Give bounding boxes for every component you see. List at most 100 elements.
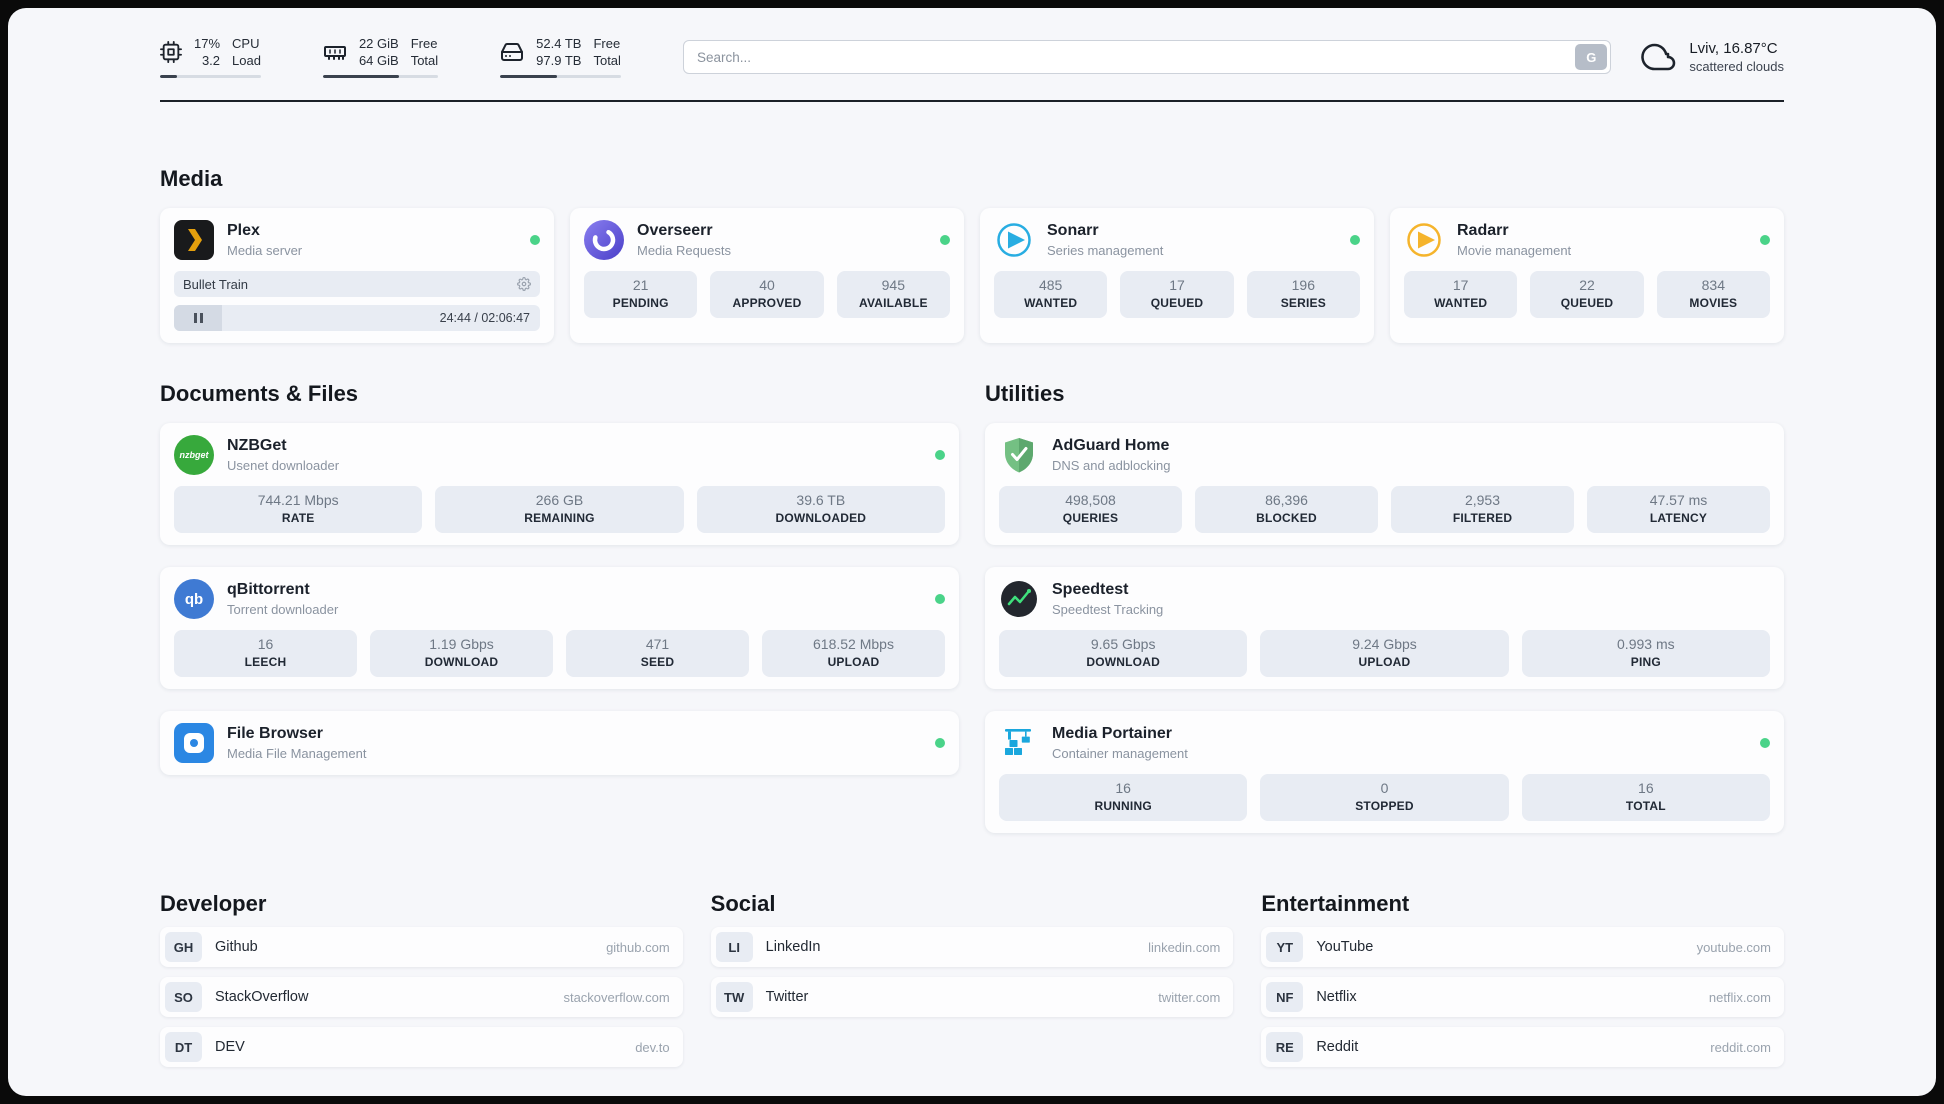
link-reddit[interactable]: RE Reddit reddit.com: [1261, 1027, 1784, 1067]
portainer-stat-total: 16 TOTAL: [1521, 774, 1770, 821]
developer-column: Developer GH Github github.com SO StackO…: [160, 891, 683, 1067]
disk-icon: [500, 40, 524, 64]
stat-value: 9.24 Gbps: [1352, 636, 1417, 652]
adguard-subtitle: DNS and adblocking: [1052, 458, 1171, 473]
cpu-icon: [160, 41, 182, 63]
nzbget-stat-downloaded: 39.6 TB DOWNLOADED: [696, 486, 945, 533]
linkedin-icon: LI: [715, 932, 753, 962]
qbittorrent-status-dot: [935, 594, 945, 604]
portainer-status-dot: [1760, 738, 1770, 748]
link-twitter[interactable]: TW Twitter twitter.com: [710, 977, 1234, 1017]
disk-free-value: 52.4 TB: [536, 36, 582, 51]
adguard-stat-queries: 498,508 QUERIES: [999, 486, 1182, 533]
link-url: youtube.com: [1696, 939, 1771, 955]
portainer-stat-stopped: 0 STOPPED: [1260, 774, 1509, 821]
speedtest-icon: [999, 579, 1039, 619]
speedtest-name: Speedtest: [1052, 581, 1129, 598]
portainer-subtitle: Container management: [1052, 746, 1188, 761]
stat-label: WANTED: [1434, 296, 1488, 310]
stat-value: 196: [1291, 277, 1315, 293]
disk-total-value: 97.9 TB: [536, 53, 582, 68]
disk-usage-bar: [500, 75, 621, 78]
qbittorrent-stat-seed: 471 SEED: [566, 630, 749, 677]
link-github[interactable]: GH Github github.com: [160, 927, 683, 967]
stat-value: 618.52 Mbps: [813, 636, 894, 652]
disk-label-bottom: Total: [593, 53, 621, 68]
search-input[interactable]: [682, 40, 1612, 74]
speedtest-card[interactable]: Speedtest Speedtest Tracking 9.65 Gbps D…: [985, 567, 1784, 689]
plex-card[interactable]: Plex Media server Bullet Train 24:44 / 0…: [160, 208, 554, 343]
radarr-stat-queued: 22 QUEUED: [1530, 271, 1644, 318]
overseerr-stat-available: 945 AVAILABLE: [836, 271, 950, 318]
speedtest-subtitle: Speedtest Tracking: [1052, 602, 1164, 617]
sonarr-stat-series: 196 SERIES: [1246, 271, 1360, 318]
stat-value: 22: [1579, 277, 1595, 293]
qbittorrent-stat-download: 1.19 Gbps DOWNLOAD: [370, 630, 553, 677]
qbittorrent-name: qBittorrent: [227, 581, 310, 598]
sonarr-card[interactable]: Sonarr Series management 485 WANTED 17 Q…: [980, 208, 1374, 343]
link-linkedin[interactable]: LI LinkedIn linkedin.com: [710, 927, 1234, 967]
github-icon: GH: [165, 932, 202, 962]
qbittorrent-card[interactable]: qb qBittorrent Torrent downloader 16 LEE…: [160, 567, 959, 689]
stat-value: 40: [759, 277, 775, 293]
stat-label: FILTERED: [1452, 511, 1513, 525]
overseerr-card[interactable]: Overseerr Media Requests 21 PENDING 40 A…: [570, 208, 964, 343]
stat-value: 2,953: [1464, 492, 1501, 508]
ram-label-bottom: Total: [410, 53, 439, 68]
overseerr-status-dot: [940, 235, 950, 245]
link-url: reddit.com: [1710, 1039, 1771, 1055]
speedtest-stat-ping: 0.993 ms PING: [1521, 630, 1770, 677]
sonarr-stat-wanted: 485 WANTED: [994, 271, 1108, 318]
qbittorrent-stat-leech: 16 LEECH: [174, 630, 357, 677]
section-title-documents: Documents & Files: [160, 381, 359, 406]
filebrowser-name: File Browser: [227, 725, 324, 742]
stat-label: RATE: [281, 511, 315, 525]
nzbget-card[interactable]: nzbget NZBGet Usenet downloader 744.21 M…: [160, 423, 959, 545]
speedtest-stat-download: 9.65 Gbps DOWNLOAD: [999, 630, 1248, 677]
portainer-stat-running: 16 RUNNING: [999, 774, 1248, 821]
stat-value: 16: [257, 636, 274, 652]
header-divider: [160, 100, 1784, 102]
adguard-card[interactable]: AdGuard Home DNS and adblocking 498,508 …: [985, 423, 1784, 545]
cpu-load-value: 3.2: [201, 53, 221, 68]
filebrowser-subtitle: Media File Management: [227, 746, 367, 761]
weather-condition: scattered clouds: [1689, 59, 1784, 74]
stat-value: 834: [1701, 277, 1725, 293]
stat-label: WANTED: [1024, 296, 1078, 310]
radarr-card[interactable]: Radarr Movie management 17 WANTED 22 QUE…: [1390, 208, 1784, 343]
cpu-label-top: CPU: [232, 36, 260, 51]
portainer-card[interactable]: Media Portainer Container management 16 …: [985, 711, 1784, 833]
link-stackoverflow[interactable]: SO StackOverflow stackoverflow.com: [160, 977, 683, 1017]
link-url: dev.to: [635, 1039, 670, 1055]
cpu-metric: 17% 3.2 CPU Load: [160, 36, 261, 78]
link-name: Netflix: [1316, 989, 1357, 1005]
link-youtube[interactable]: YT YouTube youtube.com: [1261, 927, 1784, 967]
link-dev[interactable]: DT DEV dev.to: [160, 1027, 683, 1067]
link-name: Github: [215, 939, 258, 955]
search-engine-button[interactable]: G: [1575, 44, 1608, 70]
adguard-stat-latency: 47.57 ms LATENCY: [1587, 486, 1770, 533]
nzbget-icon: nzbget: [174, 435, 214, 475]
filebrowser-card[interactable]: File Browser Media File Management: [160, 711, 959, 775]
link-netflix[interactable]: NF Netflix netflix.com: [1261, 977, 1784, 1017]
plex-now-playing-title: Bullet Train: [183, 276, 249, 292]
stat-value: 17: [1452, 277, 1469, 293]
gear-icon[interactable]: [517, 277, 531, 291]
filebrowser-status-dot: [935, 738, 945, 748]
sonarr-status-dot: [1350, 235, 1360, 245]
radarr-stat-movies: 834 MOVIES: [1656, 271, 1770, 318]
stat-value: 47.57 ms: [1649, 492, 1708, 508]
stat-label: AVAILABLE: [858, 296, 928, 310]
radarr-name: Radarr: [1457, 222, 1509, 239]
stat-value: 471: [645, 636, 670, 652]
stat-value: 485: [1038, 277, 1063, 293]
sonarr-subtitle: Series management: [1047, 243, 1164, 258]
pause-button[interactable]: [174, 305, 222, 331]
section-title-media: Media: [160, 166, 223, 191]
adguard-stat-blocked: 86,396 BLOCKED: [1195, 486, 1378, 533]
stat-label: BLOCKED: [1256, 511, 1317, 525]
plex-now-playing: Bullet Train: [174, 271, 540, 297]
stat-label: DOWNLOADED: [775, 511, 867, 525]
stat-value: 0: [1380, 780, 1389, 796]
overseerr-subtitle: Media Requests: [637, 243, 731, 258]
